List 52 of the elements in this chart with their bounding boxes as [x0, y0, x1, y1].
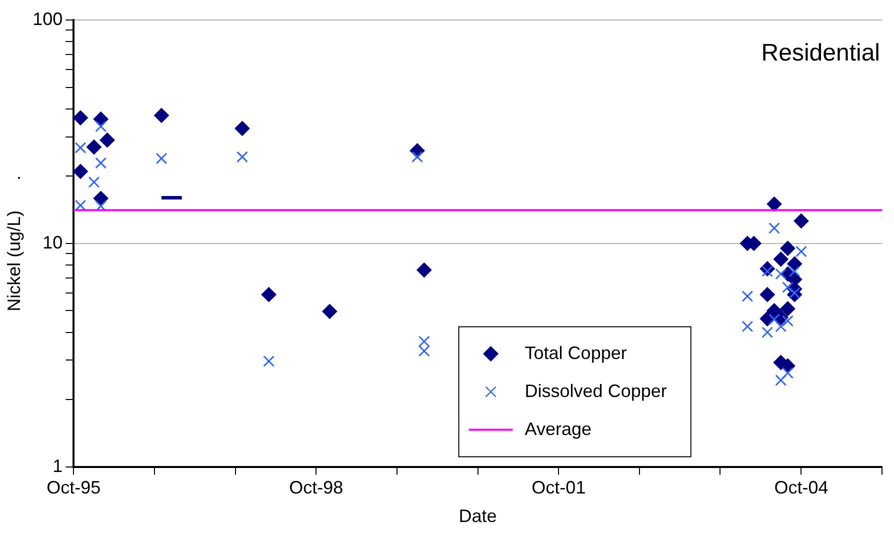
point [782, 367, 794, 379]
point [74, 164, 88, 179]
point [762, 326, 774, 338]
point [760, 287, 775, 302]
annotation: Residential [761, 40, 880, 67]
y-axis-title: Nickel (ug/L) . [4, 175, 24, 312]
point [768, 222, 780, 234]
y-tick-label: 100 [32, 8, 63, 29]
x-tick-label: Oct-95 [46, 478, 101, 498]
x-tick-label: Oct-01 [532, 478, 586, 498]
point [263, 355, 275, 367]
point [780, 240, 796, 256]
point [766, 196, 782, 212]
point [100, 132, 115, 148]
point [236, 151, 248, 163]
x-tick-label: Oct-98 [289, 478, 344, 498]
y-tick-label: 1 [52, 456, 63, 476]
point [782, 282, 794, 294]
legend-label: Average [524, 418, 592, 439]
point [86, 140, 102, 155]
point [322, 304, 338, 319]
point [234, 120, 250, 136]
legend-label: Dissolved Copper [524, 380, 667, 401]
point [93, 190, 108, 206]
point [95, 200, 107, 212]
x-tick-label: Oct-04 [774, 478, 828, 498]
point [768, 314, 780, 326]
point [156, 152, 168, 164]
point [788, 287, 800, 299]
point [74, 110, 88, 126]
y-tick-label: 10 [42, 232, 63, 252]
point [773, 252, 788, 267]
legend-label: Total Copper [524, 342, 627, 363]
point [412, 151, 423, 163]
point [775, 268, 787, 280]
point [780, 301, 796, 316]
x-axis-title: Date [458, 506, 497, 526]
point [88, 176, 100, 188]
point [416, 262, 432, 278]
point [261, 287, 276, 302]
point [788, 266, 800, 278]
point [95, 120, 107, 132]
point [794, 213, 809, 228]
point [742, 320, 754, 332]
point [782, 315, 794, 327]
point [742, 290, 754, 302]
point [775, 374, 787, 386]
point [154, 108, 169, 123]
point [775, 320, 787, 332]
point [95, 157, 107, 169]
point [796, 246, 807, 258]
point [74, 142, 86, 154]
